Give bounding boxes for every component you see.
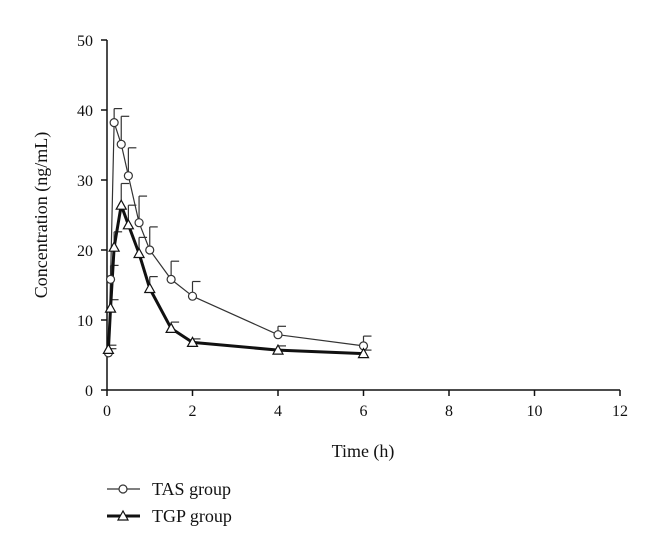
data-point-circle xyxy=(116,139,126,149)
data-point-triangle xyxy=(143,282,156,294)
series-layer xyxy=(102,107,372,359)
data-point-circle xyxy=(134,218,144,228)
legend-item-tgp: TGP group xyxy=(107,506,232,526)
data-point-triangle xyxy=(108,240,121,252)
series-line-1 xyxy=(106,203,364,356)
data-point-circle xyxy=(109,117,119,128)
y-tick-label-40: 40 xyxy=(77,103,93,120)
data-point-triangle xyxy=(186,336,199,347)
data-point-triangle xyxy=(357,347,370,359)
legend-label-tas: TAS group xyxy=(152,479,231,499)
data-point-circle xyxy=(166,274,176,284)
x-tick-label-8: 8 xyxy=(445,403,453,420)
x-tick-label-0: 0 xyxy=(103,403,111,420)
data-point-circle xyxy=(123,171,133,181)
data-point-circle xyxy=(273,330,283,340)
data-point-triangle xyxy=(104,301,117,313)
y-tick-label-0: 0 xyxy=(85,383,93,400)
legend: TAS group TGP group xyxy=(107,479,232,526)
y-tick-label-50: 50 xyxy=(77,33,93,50)
x-tick-label-12: 12 xyxy=(612,403,628,420)
series-0-errorbars xyxy=(107,107,372,353)
data-point-triangle xyxy=(133,247,146,259)
x-axis-title: Time (h) xyxy=(332,441,395,462)
series-1-markers xyxy=(102,198,370,359)
data-point-triangle xyxy=(165,322,178,333)
legend-marker-tgp xyxy=(116,509,130,521)
data-point-triangle xyxy=(115,198,128,210)
data-point-triangle xyxy=(271,343,285,355)
series-1-errorbars xyxy=(107,182,372,354)
y-axis-title: Concentration (ng/mL) xyxy=(31,132,52,298)
legend-marker-tas xyxy=(118,484,128,494)
y-tick-label-10: 10 xyxy=(77,313,93,330)
x-tick-label-10: 10 xyxy=(527,403,543,420)
y-tick-label-30: 30 xyxy=(77,173,93,190)
legend-item-tas: TAS group xyxy=(107,479,231,499)
data-point-circle xyxy=(105,274,116,284)
data-point-circle xyxy=(145,245,155,255)
legend-label-tgp: TGP group xyxy=(152,506,232,526)
tick-labels: 0 2 4 6 8 10 12 0 10 20 30 40 50 xyxy=(77,33,628,420)
x-tick-label-6: 6 xyxy=(360,403,368,420)
data-point-triangle xyxy=(122,218,135,230)
x-tick-label-4: 4 xyxy=(274,403,282,420)
y-tick-label-20: 20 xyxy=(77,243,93,260)
data-point-circle xyxy=(187,291,198,301)
x-tick-label-2: 2 xyxy=(189,403,197,420)
ticks xyxy=(101,39,621,396)
data-point-triangle xyxy=(102,343,115,354)
